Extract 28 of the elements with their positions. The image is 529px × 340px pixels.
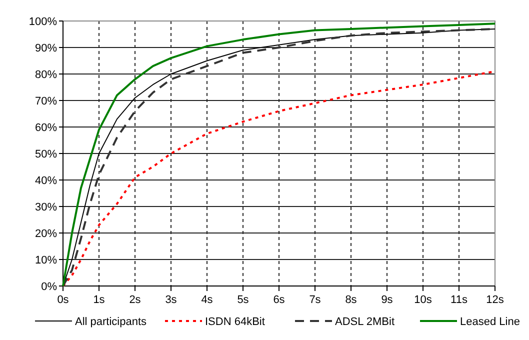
legend-label: Leased Line bbox=[460, 316, 520, 328]
legend-label: ISDN 64kBit bbox=[205, 316, 265, 328]
legend-label: All participants bbox=[75, 316, 148, 328]
x-tick-label: 3s bbox=[165, 294, 178, 306]
x-tick-label: 2s bbox=[129, 294, 142, 306]
x-tick-label: 0s bbox=[57, 294, 70, 306]
x-tick-label: 4s bbox=[201, 294, 214, 306]
y-tick-label: 10% bbox=[34, 254, 58, 266]
x-tick-label: 8s bbox=[345, 294, 358, 306]
x-tick-label: 5s bbox=[237, 294, 250, 306]
y-tick-label: 60% bbox=[34, 122, 58, 134]
x-tick-label: 9s bbox=[381, 294, 394, 306]
x-tick-label: 6s bbox=[273, 294, 286, 306]
y-tick-label: 40% bbox=[34, 175, 58, 187]
y-tick-label: 100% bbox=[28, 16, 58, 28]
y-tick-label: 30% bbox=[34, 202, 58, 214]
legend-label: ADSL 2MBit bbox=[335, 316, 395, 328]
x-tick-label: 11s bbox=[450, 294, 468, 306]
y-tick-label: 20% bbox=[34, 228, 58, 240]
y-tick-label: 80% bbox=[34, 69, 58, 81]
y-tick-label: 50% bbox=[34, 148, 58, 160]
y-tick-label: 0% bbox=[41, 281, 58, 293]
y-tick-label: 70% bbox=[34, 96, 58, 108]
x-tick-label: 7s bbox=[309, 294, 322, 306]
x-tick-label: 12s bbox=[486, 294, 504, 306]
y-tick-label: 90% bbox=[34, 42, 58, 54]
x-tick-label: 10s bbox=[414, 294, 432, 306]
x-tick-label: 1s bbox=[93, 294, 106, 306]
